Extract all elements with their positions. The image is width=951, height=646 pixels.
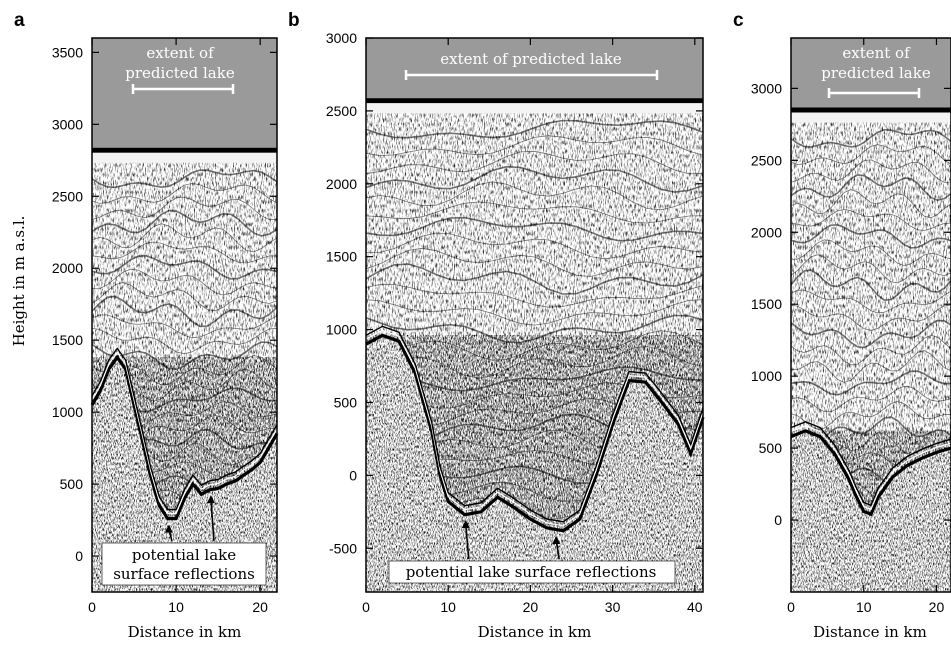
panel-label: b	[288, 10, 300, 31]
y-tick-label: 1000	[751, 368, 782, 384]
x-tick-label: 30	[605, 599, 621, 615]
lake-extent-bar	[131, 84, 235, 94]
callout-label: potential lake surface reflections	[406, 563, 657, 581]
y-tick-label: 0	[75, 548, 83, 564]
bedrock-noise	[791, 430, 951, 592]
y-tick-label: 500	[334, 394, 358, 410]
bedrock-noise	[92, 357, 277, 592]
y-tick-label: -500	[329, 540, 357, 556]
y-tick-label: 3000	[326, 30, 357, 46]
plot-frame	[365, 37, 704, 593]
x-tick-label: 10	[440, 599, 456, 615]
y-axis-label: Height in m a.s.l.	[10, 216, 28, 347]
air-region	[366, 38, 703, 100]
x-tick-label: 20	[523, 599, 539, 615]
plot-frame	[91, 37, 278, 593]
ice-surface-line	[92, 147, 277, 153]
bedrock-noise	[366, 335, 703, 592]
ice-surface-line	[366, 98, 703, 104]
y-tick-label: 500	[60, 476, 84, 492]
y-tick-label: 1000	[326, 322, 357, 338]
callout-label: potential lake	[132, 546, 236, 564]
lake-extent-label: extent of	[842, 44, 911, 62]
y-tick-label: 2500	[52, 188, 83, 204]
lake-extent-bar	[827, 88, 921, 98]
x-axis-label: Distance in km	[128, 623, 242, 641]
lake-extent-bar	[404, 70, 659, 80]
radargram-image	[91, 38, 278, 593]
y-tick-label: 3000	[52, 116, 83, 132]
bed-reflector	[90, 354, 279, 521]
callout-box	[101, 542, 267, 586]
bed-reflector	[365, 333, 705, 533]
panel-c: c extent of predicted lake 0 500 1000 1500 20…	[733, 10, 951, 641]
y-tick-label: 1000	[52, 404, 83, 420]
callout-label: surface reflections	[113, 565, 255, 583]
callout-arrow	[552, 536, 561, 560]
y-tick-label: 2000	[751, 224, 782, 240]
panel-label: a	[14, 10, 25, 31]
x-axis-label: Distance in km	[813, 623, 927, 641]
y-tick-label: 0	[774, 512, 782, 528]
y-tick-label: 500	[759, 440, 783, 456]
x-tick-label: 20	[252, 599, 268, 615]
x-tick-label: 0	[787, 599, 795, 615]
callout-box	[388, 560, 676, 584]
x-tick-label: 40	[687, 599, 703, 615]
callout-arrow	[164, 524, 173, 542]
x-tick-label: 10	[856, 599, 872, 615]
y-tick-label: 2000	[52, 260, 83, 276]
x-tick-label: 0	[362, 599, 370, 615]
x-tick-label: 10	[168, 599, 184, 615]
y-tick-label: 1500	[326, 249, 357, 265]
y-tick-label: 1500	[751, 296, 782, 312]
lake-extent-label: predicted lake	[125, 64, 235, 82]
lake-extent-label: predicted lake	[821, 64, 931, 82]
y-tick-label: 1500	[52, 332, 83, 348]
y-tick-label: 2500	[326, 103, 357, 119]
panel-b: b extent of predicted lake potential lak…	[288, 10, 705, 641]
x-tick-label: 20	[929, 599, 945, 615]
lake-extent-label: extent of	[146, 44, 215, 62]
y-tick-label: 0	[349, 467, 357, 483]
lake-extent-label: extent of predicted lake	[440, 50, 622, 68]
panel-label: c	[733, 10, 744, 31]
x-tick-label: 0	[88, 599, 96, 615]
plot-frame	[790, 37, 951, 593]
x-axis-label: Distance in km	[478, 623, 592, 641]
y-tick-label: 3500	[52, 44, 83, 60]
panel-a: a extent of predicted lake potential lake…	[14, 10, 279, 641]
callout-arrow	[206, 495, 215, 542]
y-tick-label: 2000	[326, 176, 357, 192]
air-region	[92, 38, 277, 149]
bed-reflector	[790, 429, 951, 517]
air-region	[791, 38, 951, 109]
y-tick-label: 3000	[751, 80, 782, 96]
callout-arrow	[461, 520, 470, 560]
y-tick-label: 2500	[751, 152, 782, 168]
ice-surface-line	[791, 107, 951, 113]
